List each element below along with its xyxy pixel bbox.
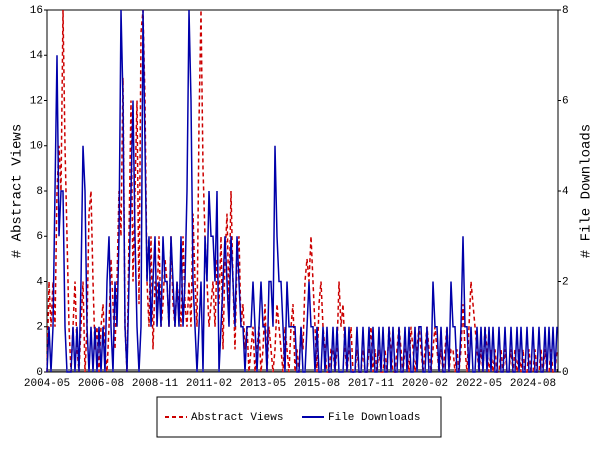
y2-tick-label: 8 bbox=[562, 5, 569, 17]
legend-label: File Downloads bbox=[328, 412, 420, 424]
y-axis-label: # Abstract Views bbox=[10, 124, 26, 258]
x-tick-label: 2017-11 bbox=[348, 378, 395, 390]
x-tick-label: 2013-05 bbox=[240, 378, 286, 390]
y-tick-label: 8 bbox=[36, 186, 43, 198]
x-tick-label: 2008-11 bbox=[132, 378, 179, 390]
x-tick-label: 2015-08 bbox=[294, 378, 340, 390]
y2-tick-label: 4 bbox=[562, 186, 569, 198]
y2-axis-label: # File Downloads bbox=[579, 124, 595, 258]
x-tick-label: 2022-05 bbox=[456, 378, 502, 390]
x-tick-label: 2024-08 bbox=[510, 378, 556, 390]
x-tick-label: 2004-05 bbox=[24, 378, 70, 390]
y2-tick-label: 2 bbox=[562, 276, 569, 288]
y-tick-label: 16 bbox=[30, 5, 43, 17]
y-tick-label: 6 bbox=[36, 231, 43, 243]
y-tick-label: 0 bbox=[36, 367, 43, 379]
legend bbox=[156, 396, 442, 438]
y-tick-label: 14 bbox=[30, 50, 44, 62]
y2-tick-label: 6 bbox=[562, 95, 569, 107]
y-tick-label: 12 bbox=[30, 95, 43, 107]
x-tick-label: 2020-02 bbox=[402, 378, 448, 390]
x-tick-label: 2011-02 bbox=[186, 378, 232, 390]
y-tick-label: 10 bbox=[30, 141, 43, 153]
series-line bbox=[46, 9, 558, 373]
y-tick-label: 2 bbox=[36, 322, 43, 334]
legend-label: Abstract Views bbox=[191, 412, 283, 424]
y-tick-label: 4 bbox=[36, 276, 43, 288]
x-tick-label: 2006-08 bbox=[78, 378, 124, 390]
y2-tick-label: 0 bbox=[562, 367, 569, 379]
